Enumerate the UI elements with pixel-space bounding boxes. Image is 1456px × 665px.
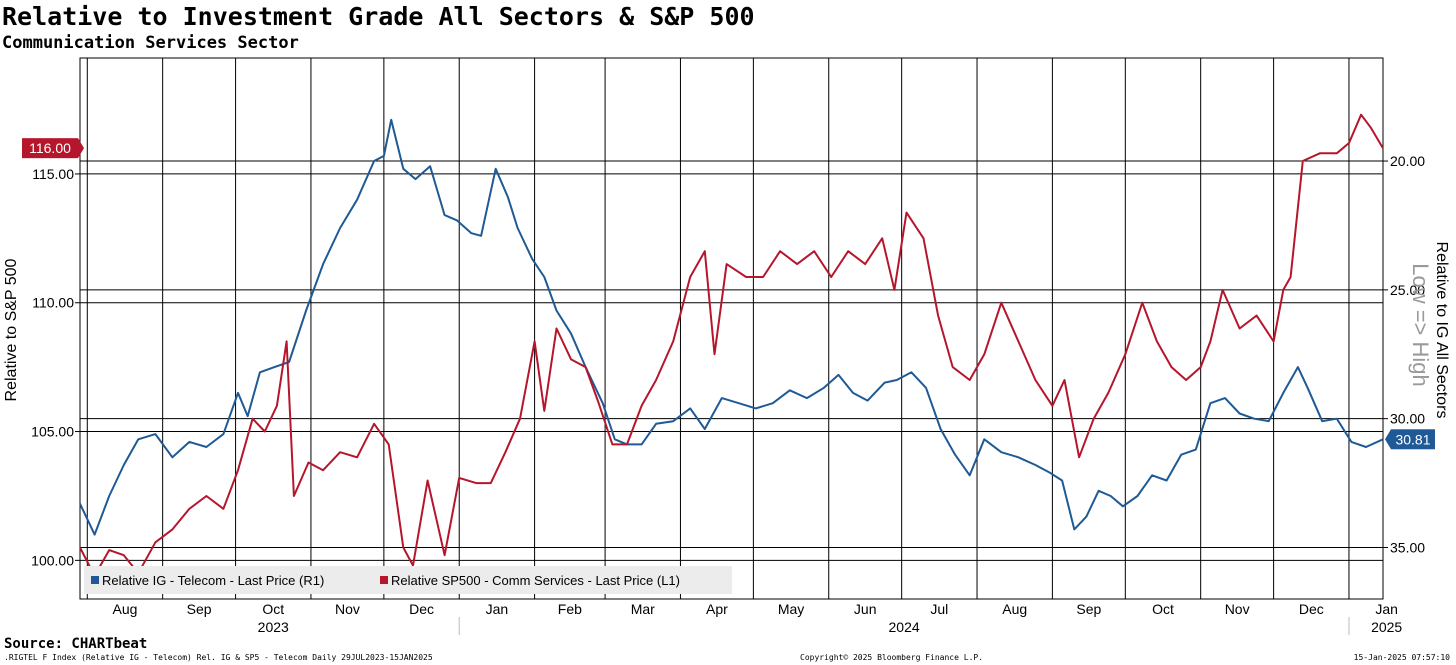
left-tick-label: 105.00 (31, 424, 74, 440)
last-value-badge-left-arrow (78, 138, 84, 159)
last-value-badge-left (22, 138, 78, 159)
x-tick-label: Feb (558, 601, 582, 617)
legend: Relative IG - Telecom - Last Price (R1) … (84, 566, 732, 594)
legend-box (84, 566, 732, 594)
chart-title: Relative to Investment Grade All Sectors… (2, 2, 755, 31)
x-axis: Aug Sep Oct Nov Dec Jan Feb Mar Apr May Jun Jul Aug S… (113, 601, 1402, 635)
x-tick-label: Apr (706, 601, 728, 617)
low-high-annotation: Low => High (1408, 263, 1433, 387)
legend-swatch-sp500 (380, 576, 388, 584)
left-tick-label: 115.00 (32, 166, 74, 182)
right-axis-label: Relative to IG All Sectors (1433, 242, 1450, 419)
legend-label-ig: Relative IG - Telecom - Last Price (R1) (102, 573, 324, 588)
footer-timestamp: 15-Jan-2025 07:57:10 (1353, 653, 1450, 662)
right-tick-label: 30.00 (1390, 411, 1425, 427)
right-tick-label: 35.00 (1390, 539, 1425, 555)
right-axis: 20.00 25.00 30.00 35.00 (1383, 153, 1425, 555)
footer-copyright: Copyright© 2025 Bloomberg Finance L.P. (800, 653, 984, 662)
x-year-label: 2024 (889, 619, 920, 635)
x-tick-label: Jul (930, 601, 948, 617)
series-line-relative-sp500-comm-services (79, 113, 1384, 577)
plot-frame (79, 57, 1384, 600)
x-tick-label: Sep (187, 601, 212, 617)
grid-lines (80, 58, 1383, 599)
left-tick-label: 110.00 (32, 295, 74, 311)
x-tick-label: Jan (486, 601, 509, 617)
last-value-label-right: 30.81 (1395, 431, 1430, 447)
x-tick-label: Mar (631, 601, 655, 617)
series-line-relative-ig-telecom (79, 118, 1384, 536)
x-year-label: 2025 (1371, 619, 1402, 635)
footer-index-info: .RIGTEL F Index (Relative IG - Telecom) … (4, 653, 433, 662)
left-axis-label: Relative to S&P 500 (3, 258, 20, 401)
x-tick-label: Nov (1225, 601, 1250, 617)
x-tick-label: Nov (335, 601, 360, 617)
x-tick-label: Oct (262, 601, 284, 617)
x-tick-label: Sep (1076, 601, 1101, 617)
right-tick-label: 25.00 (1390, 282, 1425, 298)
x-tick-label: Oct (1152, 601, 1174, 617)
source-note: Source: CHARTbeat (4, 636, 148, 652)
left-tick-label: 100.00 (31, 552, 74, 568)
x-tick-label: Jan (1375, 601, 1398, 617)
x-tick-label: Aug (1002, 601, 1027, 617)
x-tick-label: Dec (1299, 601, 1324, 617)
right-tick-label: 20.00 (1390, 153, 1425, 169)
x-tick-label: Aug (113, 601, 138, 617)
left-axis: 100.00 105.00 110.00 115.00 (31, 166, 80, 568)
x-tick-label: May (778, 601, 804, 617)
last-value-badge-right-arrow (1385, 429, 1391, 450)
x-tick-label: Dec (409, 601, 434, 617)
chart-subtitle: Communication Services Sector (2, 33, 299, 53)
legend-label-sp500: Relative SP500 - Comm Services - Last Pr… (391, 573, 680, 588)
x-tick-label: Jun (854, 601, 877, 617)
legend-swatch-ig (91, 576, 99, 584)
last-value-label-left: 116.00 (29, 140, 71, 156)
series-layer (79, 113, 1384, 577)
last-value-badge-right (1391, 429, 1435, 450)
last-value-labels: 116.00 30.81 (22, 138, 1435, 450)
x-year-label: 2023 (258, 619, 289, 635)
